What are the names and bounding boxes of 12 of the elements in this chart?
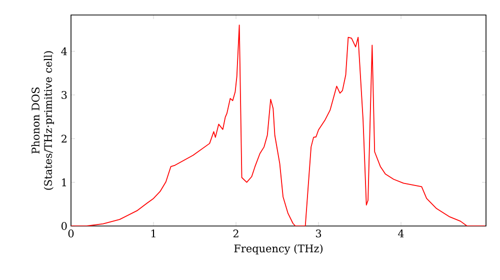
x-tick-label: 2 [233, 230, 238, 238]
y-tick-label: 0 [62, 222, 67, 230]
x-axis-title: Frequency (THz) [234, 244, 322, 255]
x-tick-label: 3 [316, 230, 322, 238]
x-tick-label: 4 [398, 230, 404, 238]
y-tick-label: 3 [62, 90, 67, 99]
y-tick-label: 2 [62, 134, 66, 143]
y-tick-label: 1 [62, 178, 66, 186]
y-tick-label: 4 [61, 47, 67, 56]
x-tick-label: 1 [151, 230, 156, 238]
y-axis-title: Phonon DOS (States/THz·primitive cell) [31, 51, 54, 190]
x-tick-label: 0 [68, 230, 74, 238]
